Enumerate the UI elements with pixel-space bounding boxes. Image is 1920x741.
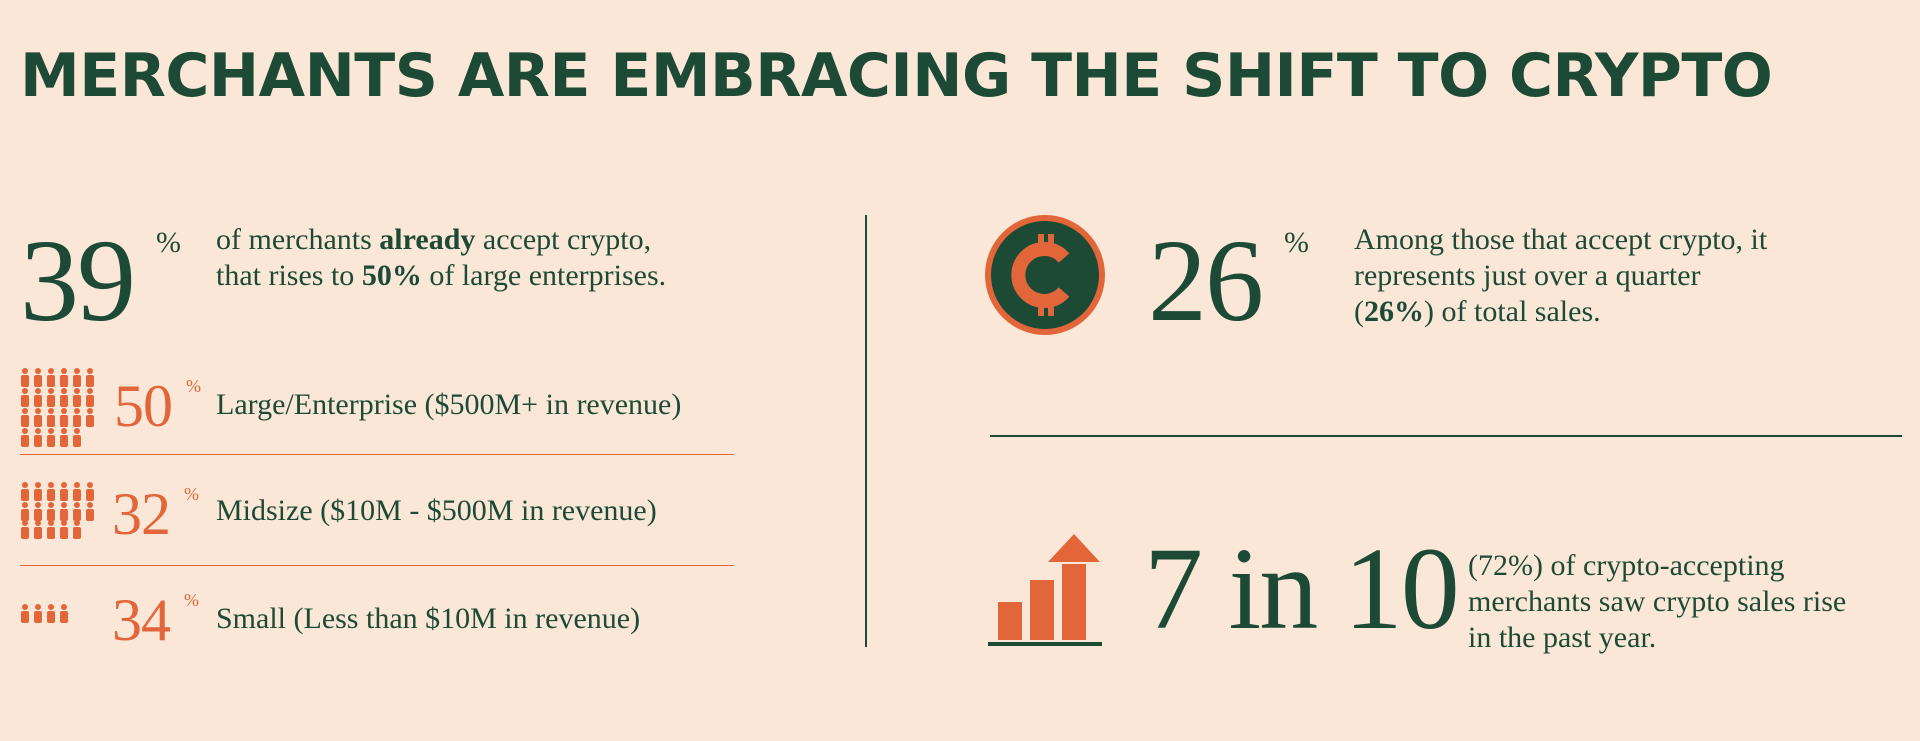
segment-large-value: 50 xyxy=(114,373,173,439)
people-row-4 xyxy=(21,428,81,447)
accept-stat-value: 39 xyxy=(20,215,136,346)
accept-stat-unit: % xyxy=(156,226,181,259)
segment-small-unit: % xyxy=(184,590,199,610)
segment-divider xyxy=(20,454,734,455)
sales-stat-value: 26 xyxy=(1148,215,1264,346)
growth-stat-description: (72%) of crypto-accepting merchants saw … xyxy=(1468,549,1847,654)
segment-divider xyxy=(20,565,734,566)
growth-chart-icon xyxy=(988,534,1102,646)
sales-stat-unit: % xyxy=(1284,226,1309,259)
accept-stat-description: of merchants already accept crypto, that… xyxy=(216,223,667,292)
segment-large-unit: % xyxy=(186,376,201,396)
segment-midsize-label: Midsize ($10M - $500M in revenue) xyxy=(216,494,657,527)
people-row-2 xyxy=(21,388,94,407)
horizontal-divider xyxy=(990,435,1902,437)
segment-midsize-unit: % xyxy=(184,484,199,504)
sales-stat-description: Among those that accept crypto, it repre… xyxy=(1354,223,1768,328)
segment-large-label: Large/Enterprise ($500M+ in revenue) xyxy=(216,388,682,421)
segment-midsize-value: 32 xyxy=(112,481,171,547)
people-group-icon xyxy=(21,482,94,539)
segment-small-value: 34 xyxy=(112,587,171,653)
people-row-3 xyxy=(21,408,94,427)
page-title: MERCHANTS ARE EMBRACING THE SHIFT TO CRY… xyxy=(20,41,1773,111)
crypto-coin-icon xyxy=(985,215,1105,335)
people-group-icon xyxy=(21,604,68,623)
vertical-divider xyxy=(865,215,867,647)
people-row-1 xyxy=(21,368,94,387)
segment-small-label: Small (Less than $10M in revenue) xyxy=(216,602,641,635)
people-group-icon xyxy=(21,368,94,447)
growth-stat-value: 7 in 10 xyxy=(1144,523,1460,654)
